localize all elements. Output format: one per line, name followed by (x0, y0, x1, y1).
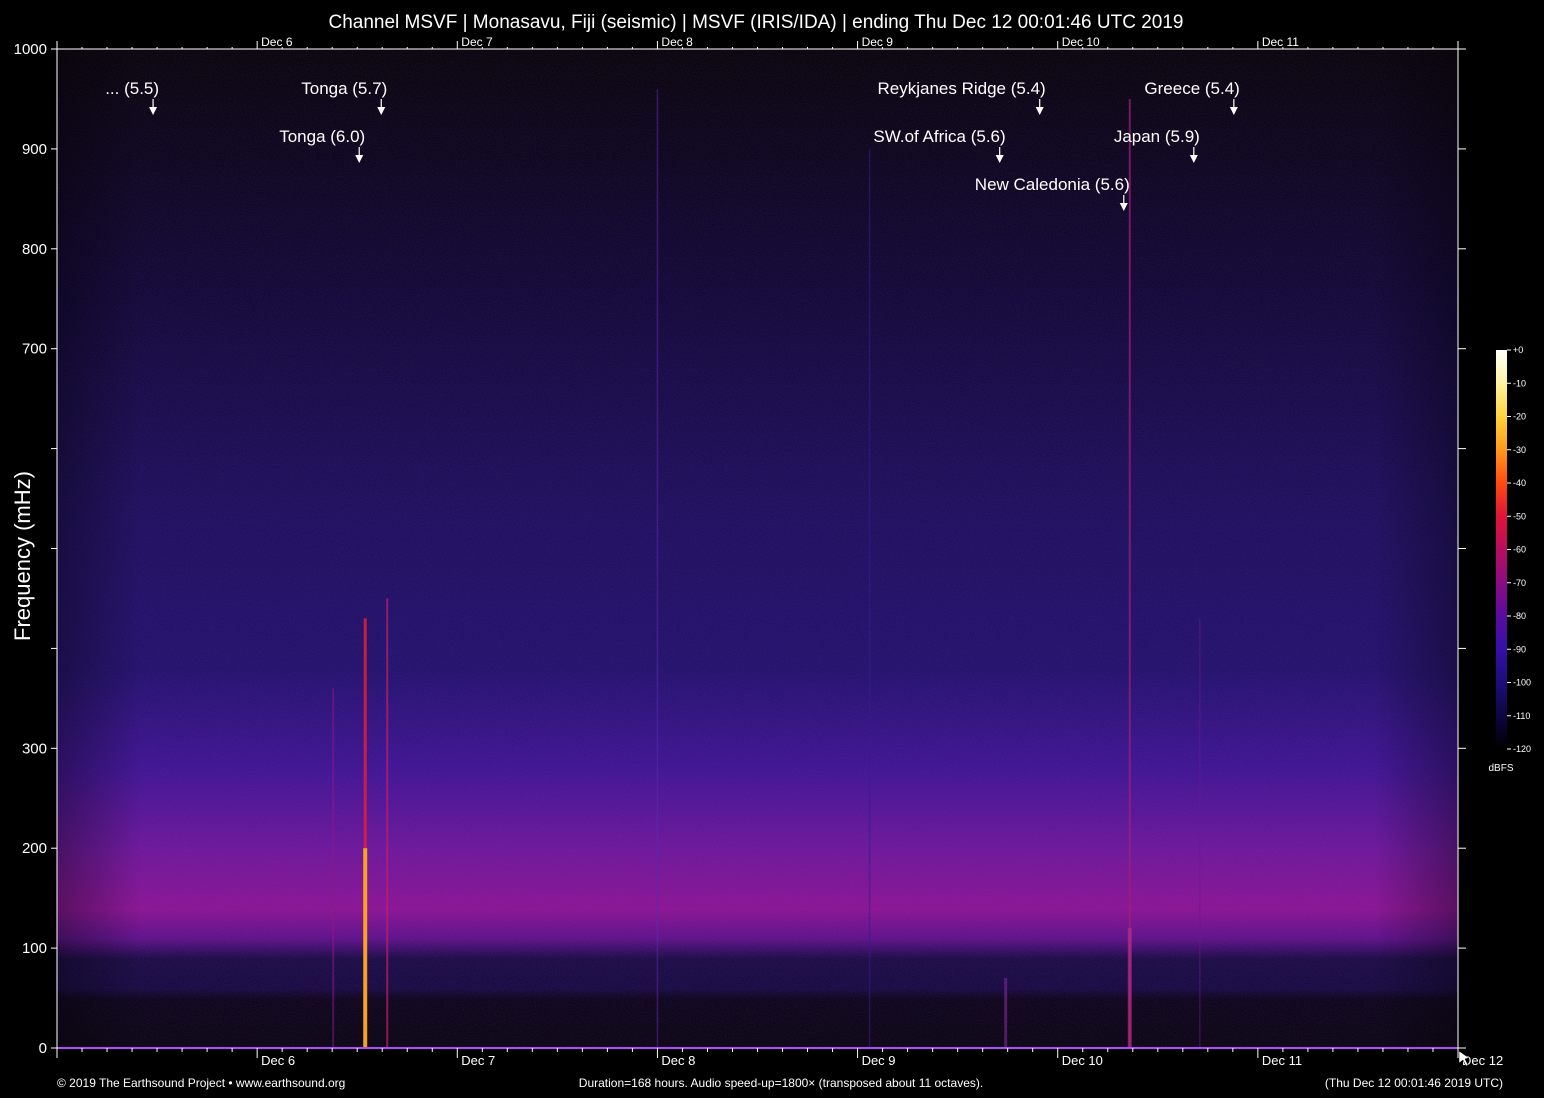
event-streaks (332, 88, 1201, 1048)
event-arrow-head (1119, 203, 1128, 211)
y-tick-label: 100 (22, 940, 47, 957)
y-axis-label: Frequency (mHz) (10, 471, 35, 641)
event-label: Tonga (6.0) (279, 127, 365, 146)
event-arrow-head (1189, 155, 1198, 163)
event-annotations: ... (5.5) Tonga (5.7) Tonga (6.0) Reykjanes… (105, 79, 1240, 211)
x-tick-label-top: Dec 6 (261, 35, 293, 49)
x-tick-label: Dec 10 (1062, 1053, 1103, 1068)
event-label: Reykjanes Ridge (5.4) (878, 79, 1046, 98)
x-tick-label: Dec 12 (1462, 1053, 1503, 1068)
event-arrow-head (149, 107, 158, 115)
event-streak (868, 148, 871, 1048)
event-streak-core (1127, 928, 1132, 1048)
event-label: Greece (5.4) (1144, 79, 1239, 98)
y-tick-label: 0 (39, 1040, 47, 1057)
colorbar-tick-label: -70 (1513, 578, 1526, 588)
y-tick-label: 900 (22, 141, 47, 158)
y-axis: 0 100 200 300 700 800 900 1000 (14, 41, 1466, 1057)
x-tick-label-top: Dec 7 (461, 35, 493, 49)
y-tick-label: 700 (22, 341, 47, 358)
footer-copyright: © 2019 The Earthsound Project • www.eart… (57, 1076, 345, 1090)
colorbar-tick-label: -100 (1513, 678, 1531, 688)
colorbar-unit-label: dBFS (1488, 763, 1513, 774)
colorbar: +0 -10 -20 -30 -40 -50 -60 -70 -80 -90 -100 -110 -12… (1458, 345, 1531, 1067)
y-tick-label: 300 (22, 740, 47, 757)
footer-timestamp: (Thu Dec 12 00:01:46 2019 UTC) (1325, 1076, 1503, 1090)
event-streak (332, 688, 335, 1048)
colorbar-tick-label: -50 (1513, 511, 1526, 521)
x-tick-label: Dec 6 (261, 1053, 295, 1068)
event-label: Tonga (5.7) (301, 79, 387, 98)
colorbar-tick-label: -40 (1513, 478, 1526, 488)
event-streak (1004, 978, 1008, 1048)
x-tick-label-top: Dec 11 (1262, 35, 1299, 49)
pointer-cursor-icon (1458, 1050, 1470, 1067)
colorbar-tick-label: -60 (1513, 545, 1526, 555)
colorbar-tick-label: -10 (1513, 378, 1526, 388)
event-label: New Caledonia (5.6) (975, 175, 1130, 194)
y-tick-label: 800 (22, 241, 47, 258)
event-label: Japan (5.9) (1114, 127, 1200, 146)
y-tick-label: 1000 (14, 41, 47, 58)
chart-title: Channel MSVF | Monasavu, Fiji (seismic) … (328, 12, 1183, 33)
event-arrow-head (377, 107, 386, 115)
event-streak (656, 88, 659, 1048)
colorbar-tick-label: -20 (1513, 412, 1526, 422)
x-tick-label: Dec 8 (661, 1053, 695, 1068)
event-arrow-head (1229, 107, 1238, 115)
y-tick-label: 200 (22, 840, 47, 857)
colorbar-tick-label: -30 (1513, 445, 1526, 455)
x-tick-label-top: Dec 8 (661, 35, 693, 49)
colorbar-tick-label: -80 (1513, 611, 1526, 621)
event-streak (363, 618, 367, 1048)
colorbar-tick-label: -120 (1513, 744, 1531, 754)
event-label: SW.of Africa (5.6) (873, 127, 1005, 146)
event-arrow-head (1035, 107, 1044, 115)
event-streak (386, 598, 389, 1048)
colorbar-gradient (1496, 350, 1507, 749)
event-streak (1128, 98, 1131, 1048)
colorbar-tick-label: -110 (1513, 711, 1530, 721)
x-tick-label: Dec 7 (461, 1053, 495, 1068)
x-tick-label-top: Dec 10 (1062, 35, 1100, 49)
x-tick-label: Dec 9 (862, 1053, 896, 1068)
x-tick-label-top: Dec 9 (862, 35, 894, 49)
x-tick-label: Dec 11 (1262, 1053, 1302, 1068)
event-arrow-head (355, 155, 364, 163)
colorbar-tick-label: +0 (1513, 345, 1523, 355)
plot-area (57, 49, 1458, 1049)
footer-duration: Duration=168 hours. Audio speed-up=1800×… (579, 1076, 983, 1090)
colorbar-tick-label: -90 (1513, 644, 1526, 654)
event-arrow-head (995, 155, 1004, 163)
event-label: ... (5.5) (105, 79, 159, 98)
spectrogram-edge-fade (57, 49, 1458, 1049)
event-streak (1199, 618, 1201, 1048)
event-streak-core (363, 848, 368, 1048)
x-axis: Dec 6 Dec 6 Dec 7 Dec 7 Dec 8 Dec 8 Dec 9 Dec 9… (56, 35, 1503, 1068)
